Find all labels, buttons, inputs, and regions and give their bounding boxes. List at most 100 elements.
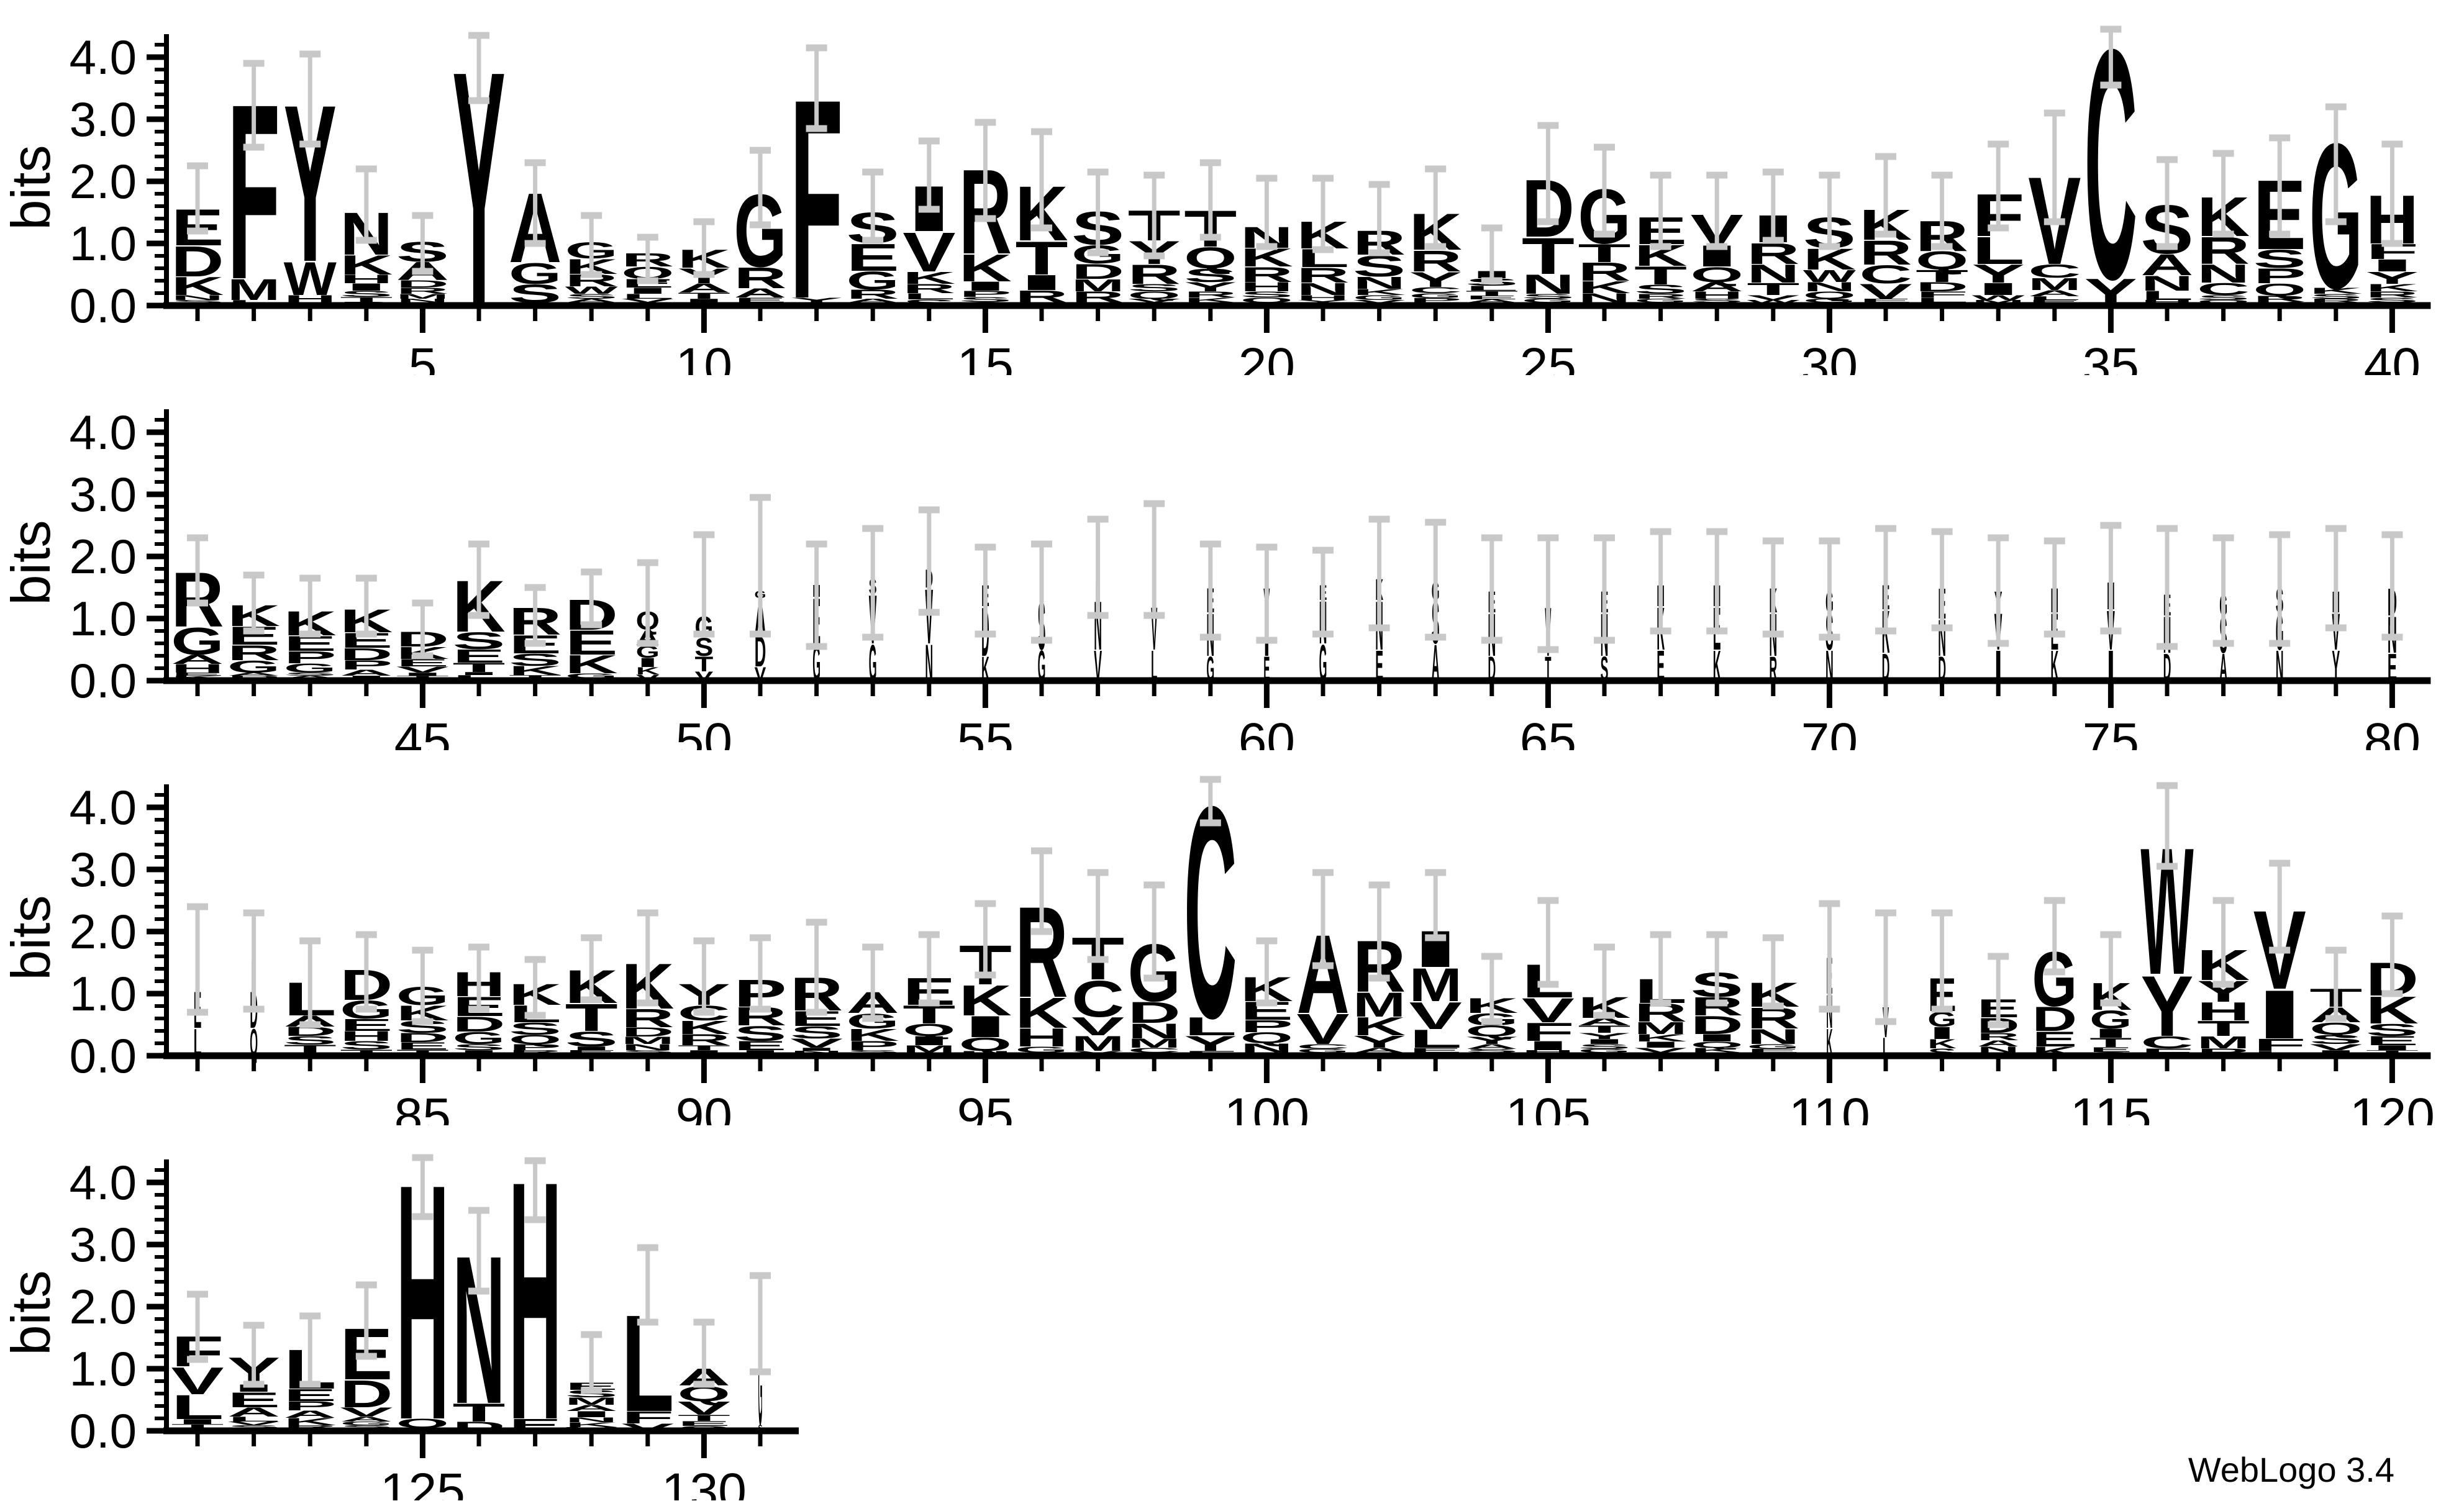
errorbar-pos-102 <box>1368 881 1390 982</box>
svg-text:V: V <box>1353 299 1406 304</box>
errorbar-pos-59 <box>1199 540 1221 641</box>
svg-text:I: I <box>902 1034 955 1048</box>
errorbar-pos-77 <box>2212 534 2234 647</box>
svg-text:T: T <box>284 1043 337 1055</box>
svg-text:T: T <box>1691 302 1743 307</box>
errorbar-pos-80 <box>2381 531 2403 641</box>
svg-text:T: T <box>1634 261 1687 290</box>
y-axis: 0.0 1.0 2.0 3.0 4.0 bits <box>0 780 169 1083</box>
errorbar-pos-50 <box>693 531 715 638</box>
svg-text:K: K <box>2366 282 2419 294</box>
errorbar-pos-100 <box>1256 937 1278 1007</box>
svg-text:G: G <box>847 266 899 295</box>
svg-text:T: T <box>452 661 505 675</box>
svg-text:W: W <box>1972 294 2025 301</box>
logo-stack-pos-18: TYRSQVI <box>1128 202 1181 307</box>
x-tick-label: 125 <box>380 1463 465 1500</box>
errorbar-pos-126 <box>468 1207 489 1295</box>
svg-text:A: A <box>227 1405 280 1420</box>
svg-text:R: R <box>902 282 955 296</box>
svg-text:D: D <box>790 1053 843 1056</box>
svg-text:R: R <box>1634 292 1687 300</box>
svg-text:R: R <box>1769 650 1777 689</box>
svg-text:K: K <box>636 665 660 677</box>
svg-text:E: E <box>1263 650 1270 689</box>
errorbar-pos-64 <box>1481 534 1502 644</box>
x-tick-label: 50 <box>676 713 732 750</box>
svg-text:R: R <box>734 261 786 294</box>
svg-text:R: R <box>396 286 449 296</box>
svg-text:P: P <box>340 658 393 673</box>
svg-text:L: L <box>1465 284 1518 292</box>
svg-text:V: V <box>1972 302 2025 306</box>
svg-text:G: G <box>1038 642 1046 690</box>
svg-text:T: T <box>1522 227 1575 285</box>
svg-text:L: L <box>1151 642 1157 690</box>
errorbar-pos-48 <box>581 568 602 628</box>
svg-text:E: E <box>2089 1046 2132 1053</box>
errorbar-pos-19 <box>1199 159 1221 241</box>
errorbar-pos-76 <box>2157 525 2178 650</box>
errorbar-pos-33 <box>1988 140 2009 232</box>
errorbar-pos-1 <box>187 162 208 235</box>
errorbar-pos-86 <box>468 943 489 1013</box>
svg-text:D: D <box>452 1420 505 1434</box>
svg-text:G: G <box>1015 302 1068 307</box>
svg-text:E: E <box>734 296 786 304</box>
svg-text:K: K <box>1353 1012 1406 1041</box>
svg-text:I: I <box>1128 302 1181 307</box>
svg-text:K: K <box>509 664 561 678</box>
svg-text:R: R <box>509 1050 561 1054</box>
errorbar-pos-52 <box>806 540 827 650</box>
svg-text:E: E <box>452 645 505 666</box>
svg-text:K: K <box>2309 286 2362 296</box>
svg-text:R: R <box>2309 298 2362 304</box>
errorbar-pos-21 <box>1312 175 1334 253</box>
svg-text:W: W <box>284 252 337 305</box>
svg-text:W: W <box>2366 302 2419 307</box>
svg-text:G: G <box>284 1428 337 1431</box>
errorbar-pos-85 <box>412 946 434 1025</box>
errorbar-pos-4 <box>355 165 377 244</box>
svg-text:V: V <box>1747 294 1799 301</box>
errorbar-pos-98 <box>1143 881 1165 982</box>
svg-text:F: F <box>452 302 505 307</box>
svg-text:D: D <box>2032 1000 2077 1039</box>
svg-text:I: I <box>1184 302 1237 307</box>
svg-text:A: A <box>284 675 337 679</box>
svg-text:S: S <box>1522 292 1575 300</box>
svg-text:R: R <box>847 288 899 302</box>
errorbar-pos-81 <box>187 903 208 1016</box>
errorbar-pos-46 <box>468 540 489 619</box>
y-axis: 0.0 1.0 2.0 3.0 4.0 bits <box>0 405 169 708</box>
svg-text:I: I <box>227 302 280 306</box>
svg-text:I: I <box>565 1046 618 1051</box>
svg-text:V: V <box>621 1422 675 1433</box>
errorbar-pos-95 <box>975 900 996 979</box>
errorbar-pos-112 <box>1931 909 1953 1013</box>
svg-text:V: V <box>1409 994 1463 1038</box>
svg-text:S: S <box>847 1050 899 1054</box>
errorbar-pos-91 <box>750 934 771 1013</box>
svg-text:T: T <box>2366 1050 2419 1054</box>
svg-text:R: R <box>284 1425 337 1430</box>
errorbar-pos-123 <box>299 1312 321 1388</box>
svg-text:E: E <box>2028 299 2081 304</box>
svg-text:S: S <box>734 302 786 307</box>
errorbar-pos-35 <box>2100 25 2122 89</box>
errorbar-pos-106 <box>1594 943 1615 1019</box>
svg-text:M: M <box>1522 1053 1575 1056</box>
errorbar-pos-67 <box>1650 528 1671 635</box>
svg-text:I: I <box>2107 642 2115 690</box>
errorbar-pos-54 <box>918 506 940 616</box>
errorbar-pos-121 <box>187 1290 208 1363</box>
errorbar-pos-49 <box>637 559 658 647</box>
svg-text:G: G <box>959 301 1012 307</box>
errorbar-pos-63 <box>1425 519 1447 641</box>
svg-text:M: M <box>2028 274 2081 294</box>
svg-text:T: T <box>1916 266 1969 286</box>
svg-text:S: S <box>695 633 714 661</box>
errorbar-pos-29 <box>1762 168 1784 244</box>
